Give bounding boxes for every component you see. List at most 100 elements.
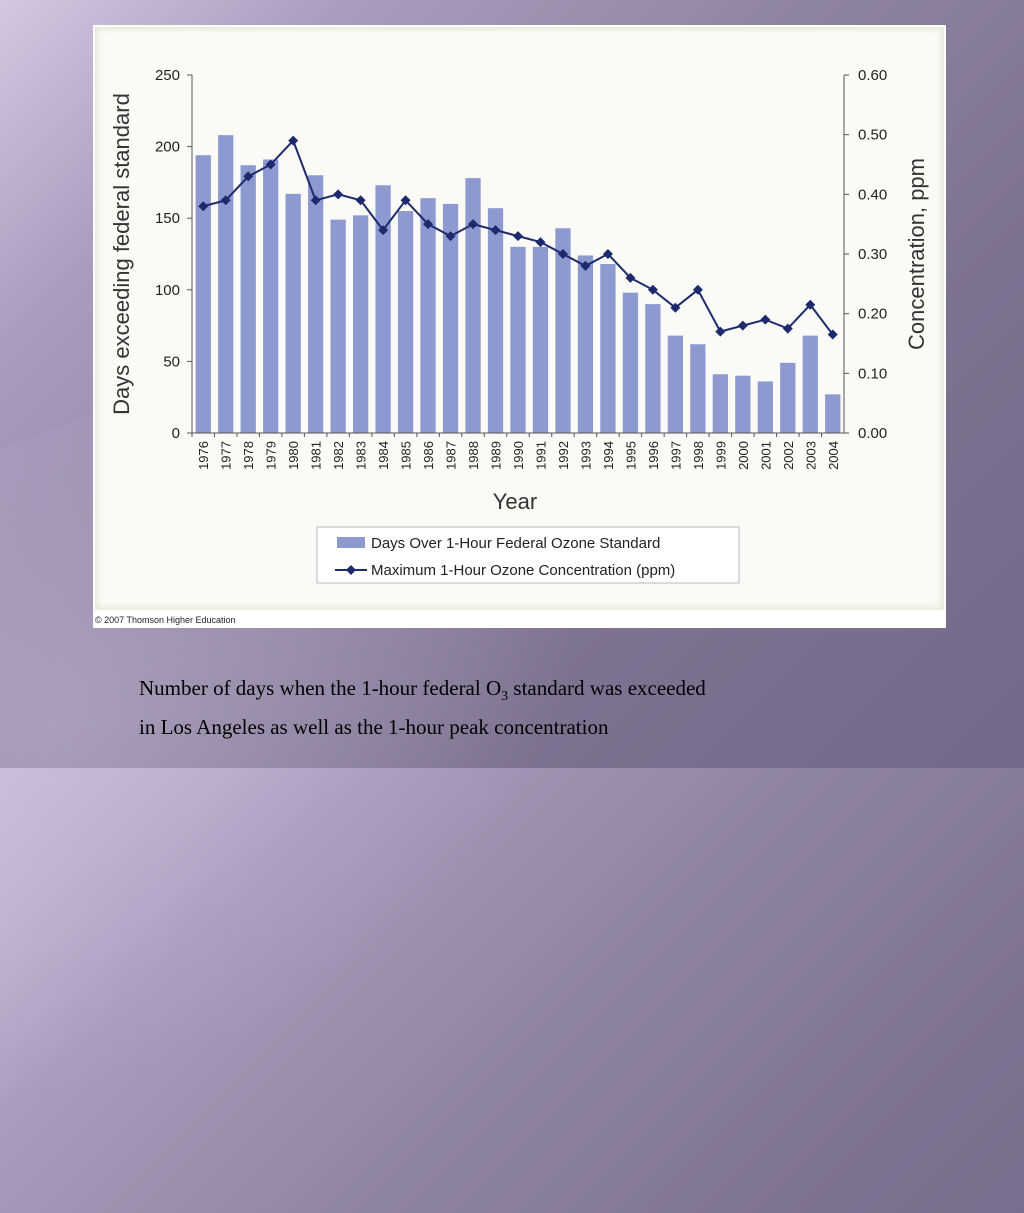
concentration-point-1977 xyxy=(220,195,231,206)
x-tick-label: 1993 xyxy=(578,441,593,470)
left-tick-label: 150 xyxy=(155,210,180,227)
concentration-point-1991 xyxy=(535,237,546,248)
left-tick-label: 100 xyxy=(155,282,180,299)
bar-1991 xyxy=(532,246,549,433)
x-axis-title: Year xyxy=(493,489,537,514)
x-tick-label: 1990 xyxy=(511,441,526,470)
concentration-point-2000 xyxy=(737,320,748,331)
bar-1981 xyxy=(308,175,324,434)
bar-1996 xyxy=(645,304,661,433)
x-tick-label: 1985 xyxy=(399,441,414,470)
caption-subscript: 3 xyxy=(501,689,509,705)
bar-2002 xyxy=(780,362,796,433)
x-tick-label: 1994 xyxy=(601,441,616,470)
x-tick-label: 1987 xyxy=(444,441,459,470)
left-tick-label: 0 xyxy=(172,425,180,442)
bar-1998 xyxy=(690,344,706,433)
concentration-point-2001 xyxy=(760,314,771,325)
bar-1986 xyxy=(420,198,436,433)
right-tick-label: 0.20 xyxy=(858,306,887,323)
bar-2001 xyxy=(757,381,773,433)
legend-box xyxy=(316,526,740,584)
bar-1999 xyxy=(712,374,728,433)
caption-text-part: Number of days when the 1-hour federal O xyxy=(139,676,502,700)
right-tick-label: 0.60 xyxy=(858,67,887,84)
bar-1995 xyxy=(622,292,639,433)
bar-1983 xyxy=(352,215,369,433)
x-tick-label: 1981 xyxy=(309,441,324,470)
concentration-point-1986 xyxy=(423,219,434,230)
x-tick-label: 1983 xyxy=(354,441,369,470)
concentration-point-2004 xyxy=(827,329,838,340)
legend-line-label: Maximum 1-Hour Ozone Concentration (ppm) xyxy=(371,562,675,579)
concentration-point-1984 xyxy=(378,225,389,236)
bar-1976 xyxy=(195,155,211,433)
concentration-point-1982 xyxy=(333,189,344,200)
caption-line-2: in Los Angeles as well as the 1-hour pea… xyxy=(139,715,609,740)
bar-1978 xyxy=(240,165,256,433)
legend-line-marker xyxy=(346,565,356,575)
caption-line-1: Number of days when the 1-hour federal O… xyxy=(139,673,959,712)
bar-1985 xyxy=(397,211,414,433)
bar-1990 xyxy=(510,246,526,433)
concentration-point-1979 xyxy=(265,159,276,170)
left-tick-label: 250 xyxy=(155,67,180,84)
concentration-point-1998 xyxy=(692,284,703,295)
x-tick-label: 1979 xyxy=(264,441,279,470)
concentration-point-1997 xyxy=(670,302,681,313)
x-tick-label: 2002 xyxy=(781,441,796,470)
x-tick-label: 1986 xyxy=(421,441,436,470)
right-tick-label: 0.50 xyxy=(858,127,887,144)
x-tick-label: 1992 xyxy=(556,441,571,470)
concentration-point-1996 xyxy=(647,284,658,295)
concentration-point-1976 xyxy=(198,201,209,212)
concentration-point-1978 xyxy=(243,171,254,182)
concentration-point-1999 xyxy=(715,326,726,337)
legend-bar-label: Days Over 1-Hour Federal Ozone Standard xyxy=(371,535,660,552)
concentration-point-1994 xyxy=(602,249,613,259)
concentration-point-1992 xyxy=(557,249,568,259)
right-tick-label: 0.30 xyxy=(858,246,887,263)
bar-1989 xyxy=(487,208,504,433)
right-axis-title: Concentration, ppm xyxy=(904,158,929,350)
bar-1977 xyxy=(218,135,234,434)
concentration-point-1990 xyxy=(513,231,523,242)
concentration-point-1995 xyxy=(625,272,636,283)
bar-1992 xyxy=(555,228,571,433)
x-tick-label: 2003 xyxy=(803,441,818,470)
left-tick-label: 50 xyxy=(163,353,180,370)
slide-caption: Number of days when the 1-hour federal O… xyxy=(139,673,959,742)
bar-1979 xyxy=(263,159,279,433)
concentration-point-1989 xyxy=(490,225,501,236)
bar-1997 xyxy=(667,335,684,433)
bar-2000 xyxy=(735,375,751,433)
figure-frame: 0 50 100 150 200 250 0.00 0.10 0.20 0.30 0.40 0.50 0… xyxy=(93,25,946,628)
legend-bar-swatch xyxy=(337,537,365,548)
bar-1994 xyxy=(600,264,616,433)
caption-text-part: standard was exceeded xyxy=(508,676,706,700)
x-tick-label: 1984 xyxy=(376,441,391,470)
x-tick-label: 1999 xyxy=(713,441,728,470)
x-tick-label: 1995 xyxy=(623,441,638,470)
concentration-point-2003 xyxy=(805,299,816,310)
bar-1988 xyxy=(465,178,481,433)
concentration-point-1988 xyxy=(468,219,479,230)
concentration-point-2002 xyxy=(782,323,793,334)
right-tick-label: 0.40 xyxy=(858,186,887,203)
x-tick-label: 1996 xyxy=(646,441,661,470)
concentration-point-1985 xyxy=(400,195,411,206)
left-tick-label: 200 xyxy=(155,139,180,156)
bar-1980 xyxy=(285,193,301,433)
concentration-point-1987 xyxy=(445,231,456,242)
concentration-point-1993 xyxy=(580,260,591,271)
x-tick-label: 1978 xyxy=(241,441,256,470)
concentration-point-1980 xyxy=(288,135,299,146)
bar-1987 xyxy=(442,203,459,433)
left-axis-title: Days exceeding federal standard xyxy=(109,93,134,415)
x-tick-label: 1988 xyxy=(466,441,481,470)
x-tick-label: 2000 xyxy=(736,441,751,470)
bar-1993 xyxy=(577,255,594,433)
chart-panel: 0 50 100 150 200 250 0.00 0.10 0.20 0.30 0.40 0.50 0… xyxy=(95,27,944,610)
x-tick-label: 2001 xyxy=(758,441,773,470)
x-tick-label: 1991 xyxy=(533,441,548,470)
